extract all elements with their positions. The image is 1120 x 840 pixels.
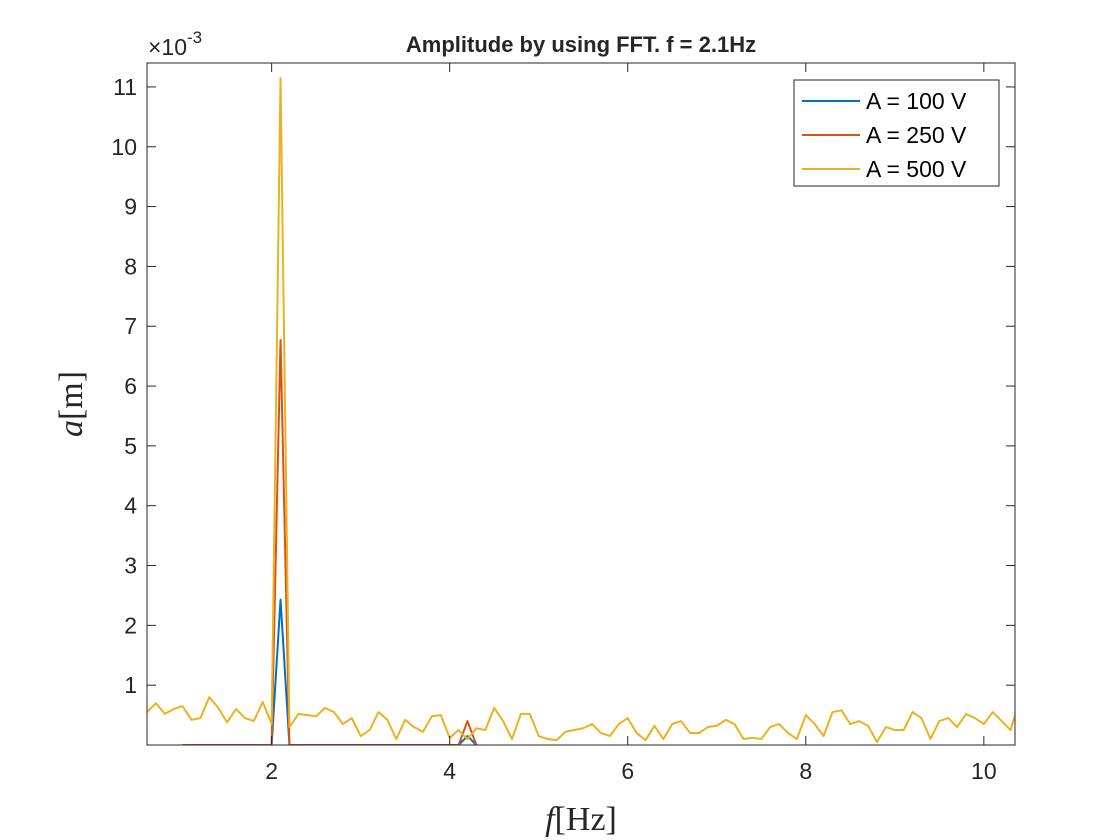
y-tick-label: 3 — [124, 553, 137, 579]
y-tick-label: 5 — [124, 433, 137, 459]
series-layer — [147, 76, 1015, 745]
legend: A = 100 V A = 250 V A = 500 V — [793, 79, 1000, 187]
y-tick-label: 11 — [113, 74, 137, 100]
y-tick-label: 2 — [124, 612, 137, 638]
y-axis-label-unit: [m] — [53, 371, 90, 420]
y-axis-label: a[m] — [53, 371, 90, 437]
y-tick-label: 8 — [124, 253, 137, 279]
y-tick-label: 1 — [124, 672, 137, 698]
legend-label-2: A = 250 V — [866, 122, 967, 148]
x-tick-label: 8 — [799, 758, 812, 784]
axes-box — [146, 62, 1016, 746]
y-tick-label: 6 — [124, 373, 137, 399]
y-tick-label: 9 — [124, 194, 137, 220]
y-tick-label: 7 — [124, 313, 137, 339]
x-tick-label: 2 — [265, 758, 278, 784]
x-axis-ticks: 2 4 6 8 10 — [265, 63, 997, 784]
y-axis-label-var: a — [53, 420, 90, 437]
legend-label-3: A = 500 V — [866, 156, 967, 182]
x-tick-label: 10 — [971, 758, 997, 784]
y-tick-label: 4 — [124, 493, 137, 519]
x-axis-label-unit: [Hz] — [555, 801, 617, 838]
chart-title: Amplitude by using FFT. f = 2.1Hz — [406, 32, 756, 57]
series-line-3 — [147, 76, 1015, 744]
x-axis-label: f[Hz] — [545, 801, 617, 838]
y-exponent-base: ×10 — [148, 34, 187, 60]
y-tick-label: 10 — [111, 134, 137, 160]
y-exponent-power: -3 — [187, 28, 202, 47]
x-tick-label: 6 — [621, 758, 634, 784]
series-line-2 — [182, 338, 478, 745]
y-axis-ticks: 1 2 3 4 5 6 7 8 9 10 11 — [111, 74, 1015, 698]
y-axis-exponent: ×10-3 — [148, 28, 202, 60]
legend-label-1: A = 100 V — [866, 88, 967, 114]
x-tick-label: 4 — [443, 758, 456, 784]
